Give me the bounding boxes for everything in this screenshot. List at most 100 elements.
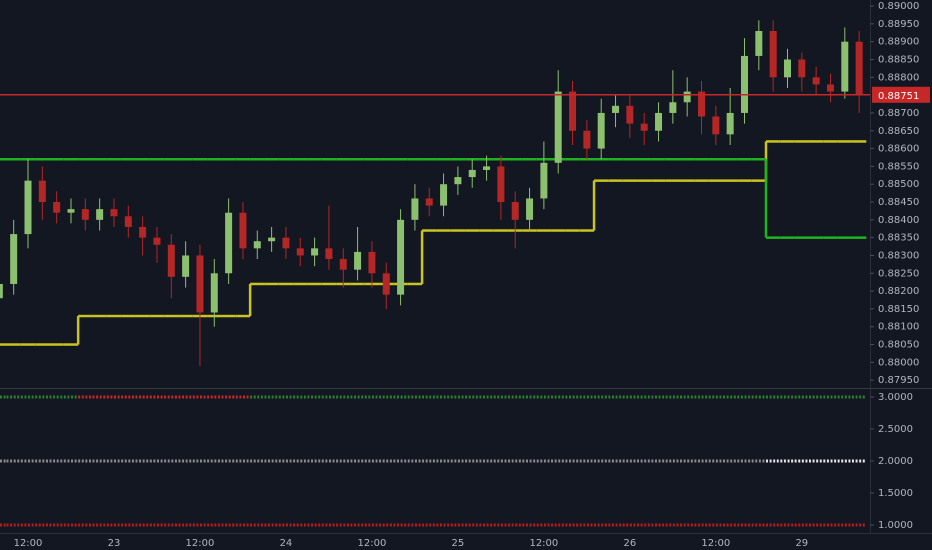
y-tick-label: 3.0000 <box>878 392 913 403</box>
candle-body <box>425 198 433 206</box>
candle-body <box>411 198 419 220</box>
candle-body <box>798 59 806 78</box>
candle-body <box>511 202 519 220</box>
candle-body <box>855 41 863 95</box>
candle-body <box>96 209 104 220</box>
candle-body <box>698 91 706 117</box>
candle-body <box>726 112 734 135</box>
x-tick-label: 12:00 <box>14 538 43 549</box>
y-tick-label: 0.88200 <box>878 286 919 297</box>
y-tick-label: 0.88500 <box>878 179 919 190</box>
candle-body <box>67 209 75 213</box>
candle-body <box>497 166 505 203</box>
candle-body <box>10 234 18 284</box>
candle-body <box>540 162 548 199</box>
x-tick-label: 12:00 <box>529 538 558 549</box>
candle-body <box>569 91 577 131</box>
candle-body <box>483 166 491 170</box>
candle-body <box>597 112 605 149</box>
candle-body <box>225 212 233 274</box>
candle-body <box>282 237 290 249</box>
candle-body <box>841 41 849 92</box>
price-label: 0.88751 <box>878 91 919 102</box>
candle-body <box>826 84 834 92</box>
candle-body <box>311 248 319 256</box>
candle-body <box>296 248 304 256</box>
x-tick-label: 23 <box>108 538 121 549</box>
y-tick-label: 0.88150 <box>878 304 919 315</box>
candle-body <box>741 55 748 113</box>
candle-body <box>468 169 476 178</box>
candle-body <box>640 123 648 131</box>
y-tick-label: 0.88850 <box>878 55 919 66</box>
candle-body <box>769 30 777 78</box>
candle-body <box>526 198 534 220</box>
candle-body <box>325 248 333 260</box>
x-tick-label: 24 <box>280 538 293 549</box>
x-tick-label: 12:00 <box>186 538 215 549</box>
x-tick-label: 29 <box>795 538 808 549</box>
candle-body <box>683 91 691 103</box>
y-tick-label: 0.87950 <box>878 375 919 386</box>
y-tick-label: 0.88350 <box>878 233 919 244</box>
candle-body <box>712 116 720 135</box>
x-tick-label: 12:00 <box>701 538 730 549</box>
candle-body <box>182 255 190 277</box>
y-tick-label: 0.88250 <box>878 268 919 279</box>
candle-body <box>655 112 663 131</box>
price-label-box <box>872 86 930 103</box>
candle-body <box>440 184 448 206</box>
y-tick-label: 0.88300 <box>878 250 919 261</box>
candle-body <box>239 212 247 249</box>
y-tick-label: 0.88900 <box>878 37 919 48</box>
y-tick-label: 0.88800 <box>878 72 919 83</box>
x-tick-label: 12:00 <box>358 538 387 549</box>
y-tick-label: 0.88000 <box>878 357 919 368</box>
candle-body <box>167 244 175 277</box>
candle-body <box>783 59 791 78</box>
candle-body <box>0 283 3 299</box>
candle-body <box>612 105 620 113</box>
y-tick-label: 0.88700 <box>878 108 919 119</box>
y-tick-label: 0.88450 <box>878 197 919 208</box>
candle-body <box>397 219 405 295</box>
y-tick-label: 0.88650 <box>878 126 919 137</box>
candle-body <box>38 180 46 203</box>
candle-body <box>53 202 61 213</box>
candle-body <box>24 180 32 235</box>
y-tick-label: 2.5000 <box>878 424 913 435</box>
candle-body <box>196 255 204 313</box>
candle-body <box>153 237 161 245</box>
y-tick-label: 0.89000 <box>878 1 919 12</box>
y-tick-label: 0.88400 <box>878 215 919 226</box>
y-tick-label: 1.0000 <box>878 520 913 531</box>
candle-body <box>124 216 132 227</box>
y-tick-label: 0.88050 <box>878 340 919 351</box>
y-tick-label: 0.88950 <box>878 19 919 30</box>
candle-body <box>354 251 362 270</box>
candle-body <box>669 102 677 113</box>
candle-body <box>454 177 462 185</box>
candle-body <box>812 77 820 85</box>
candle-body <box>268 237 276 242</box>
candle-body <box>626 105 634 124</box>
candle-body <box>210 273 218 313</box>
x-tick-label: 26 <box>623 538 636 549</box>
y-tick-label: 0.88550 <box>878 161 919 172</box>
candle-body <box>81 209 89 220</box>
x-tick-label: 25 <box>452 538 465 549</box>
candle-body <box>110 209 118 217</box>
y-tick-label: 2.0000 <box>878 456 913 467</box>
candle-body <box>368 251 376 274</box>
y-tick-label: 0.88600 <box>878 144 919 155</box>
candle-body <box>382 273 390 295</box>
candle-body <box>139 226 147 238</box>
y-tick-label: 0.88100 <box>878 322 919 333</box>
candle-body <box>755 30 763 56</box>
candle-body <box>583 130 591 149</box>
y-tick-label: 1.5000 <box>878 488 913 499</box>
candle-body <box>554 91 562 163</box>
